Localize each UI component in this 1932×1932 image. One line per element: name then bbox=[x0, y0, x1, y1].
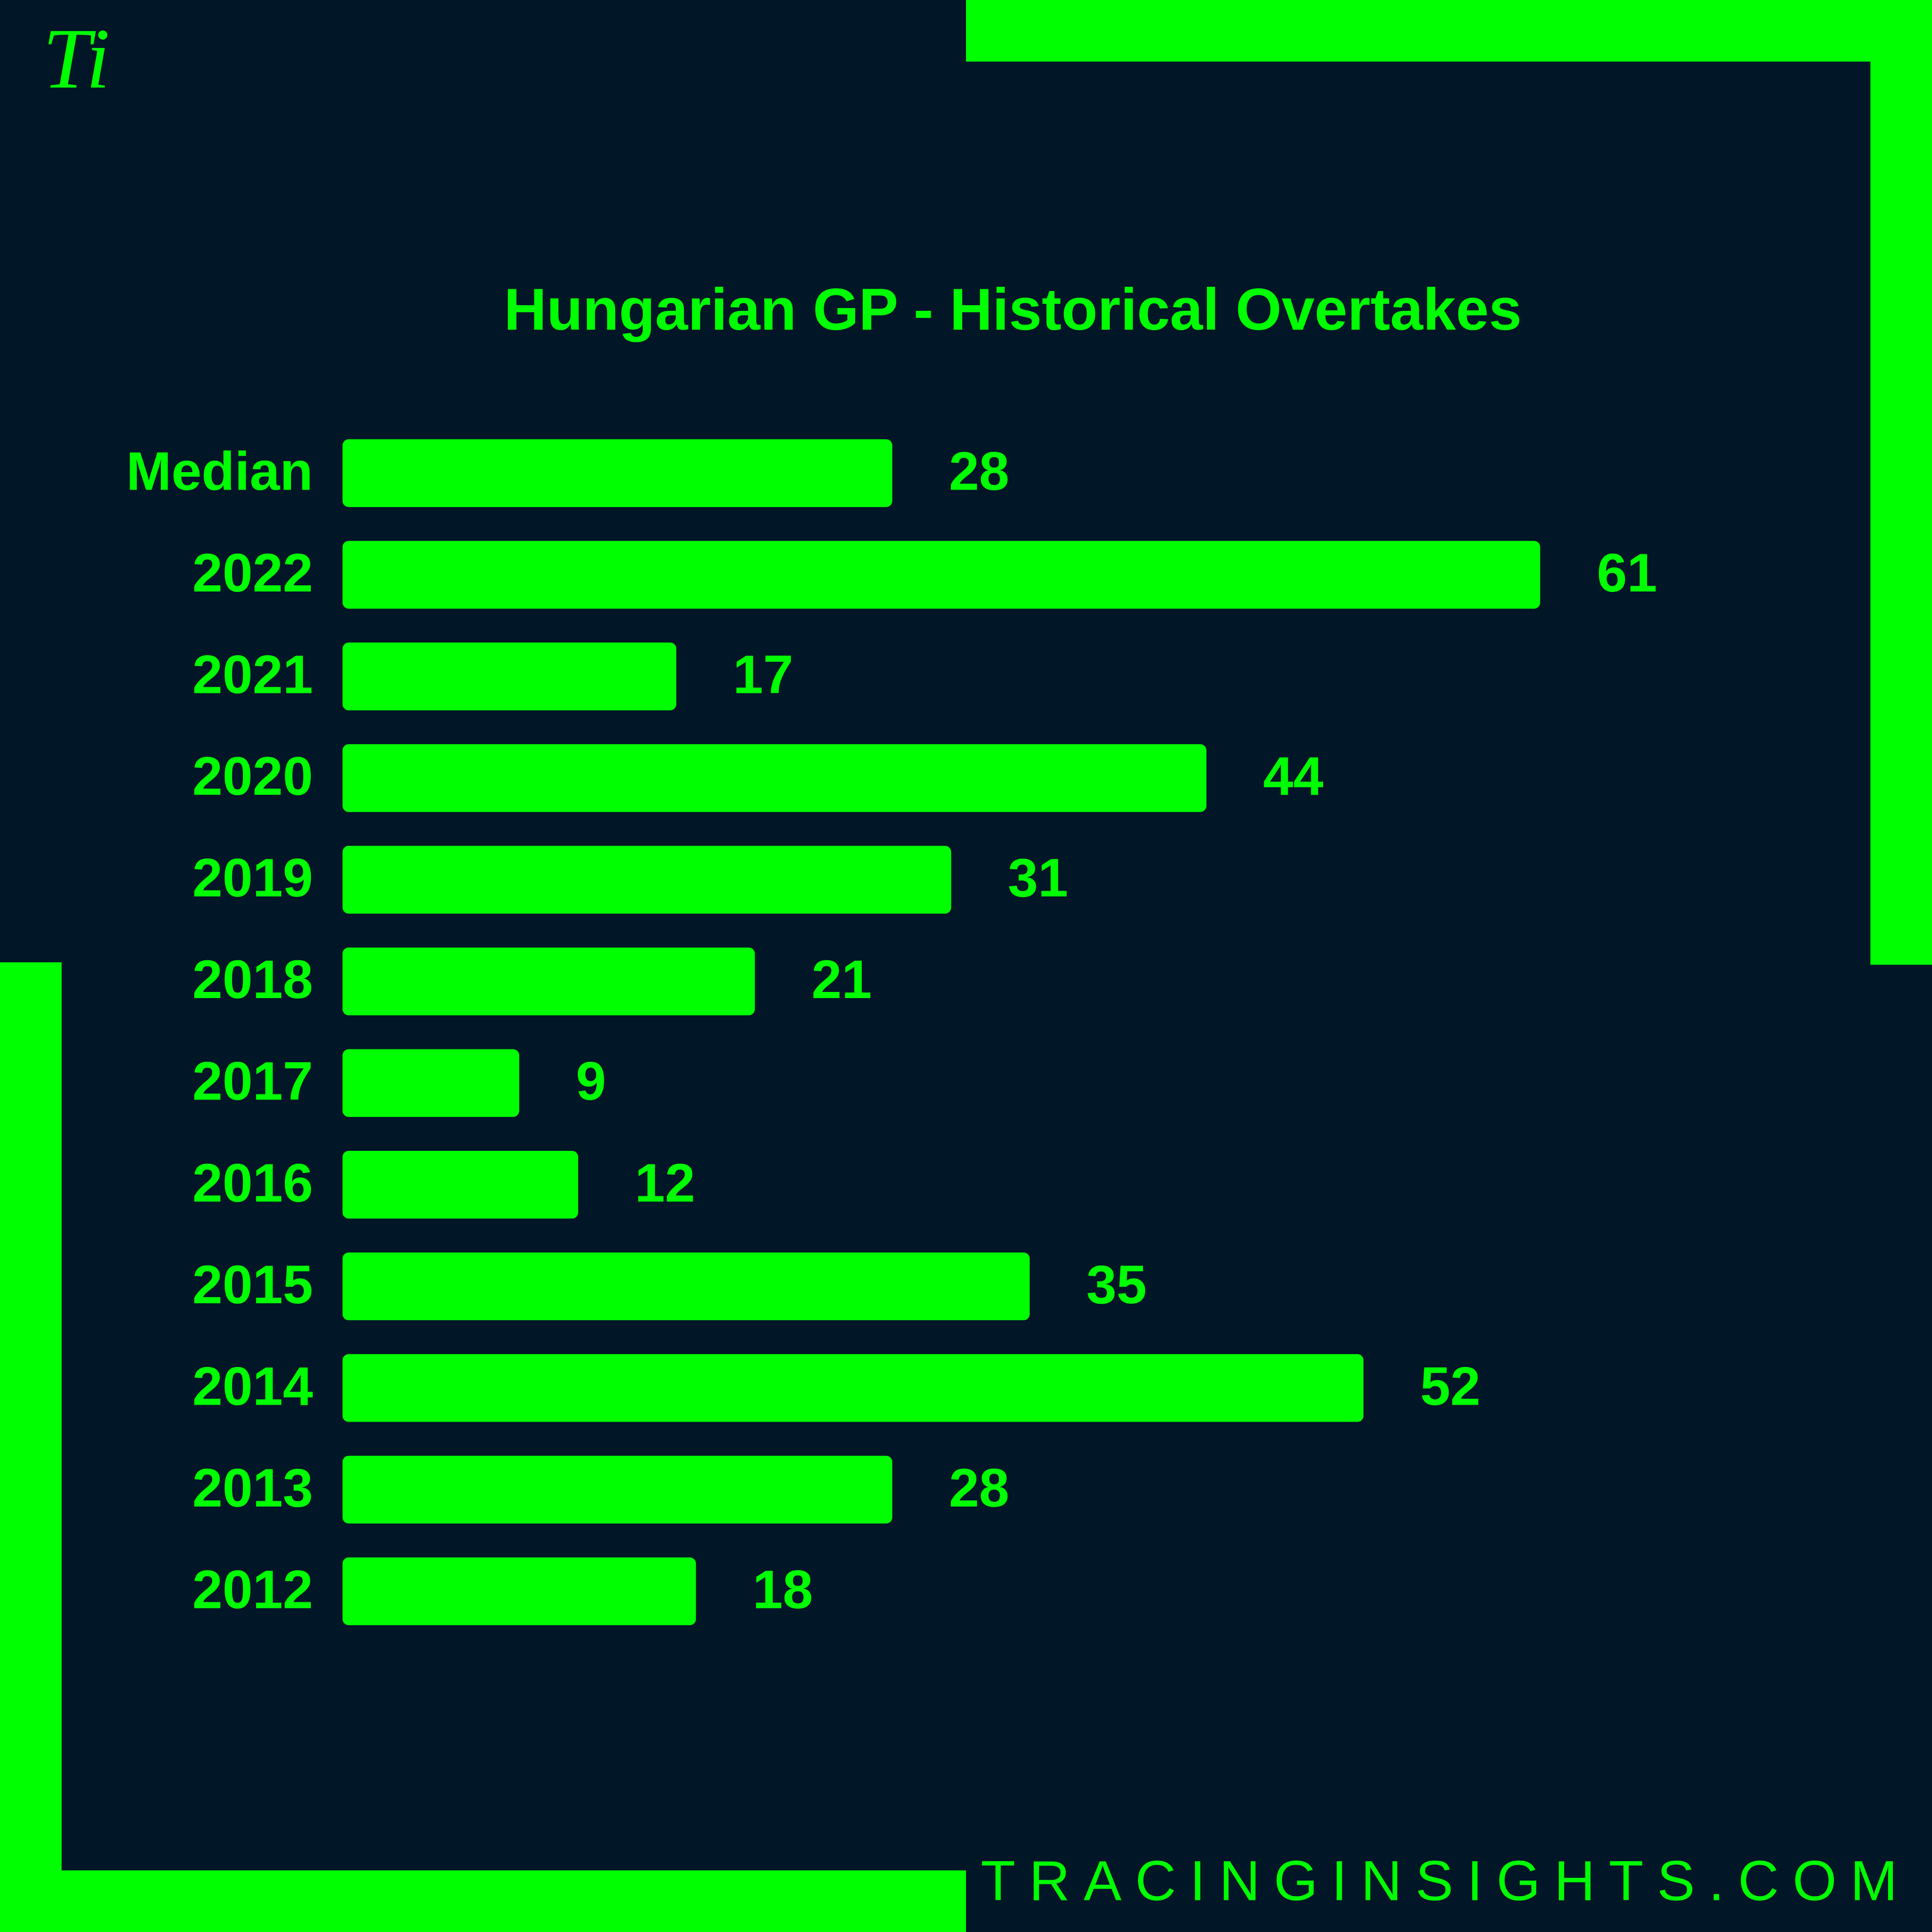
bar bbox=[342, 1252, 1030, 1321]
bar bbox=[342, 846, 951, 914]
y-tick-label: Median bbox=[126, 441, 313, 502]
bar bbox=[342, 947, 755, 1016]
y-tick-label: 2014 bbox=[192, 1356, 313, 1416]
value-label: 12 bbox=[635, 1153, 695, 1213]
bar bbox=[342, 1557, 696, 1625]
y-tick-label: 2018 bbox=[192, 949, 313, 1010]
value-label: 9 bbox=[576, 1051, 606, 1112]
y-tick-label: 2013 bbox=[192, 1458, 313, 1518]
y-tick-label: 2015 bbox=[192, 1255, 313, 1315]
y-tick-label: 2022 bbox=[192, 543, 313, 603]
y-tick-label: 2017 bbox=[192, 1051, 313, 1112]
value-label: 17 bbox=[733, 645, 793, 705]
bar bbox=[342, 541, 1541, 609]
y-tick-label: 2019 bbox=[192, 848, 313, 908]
value-label: 44 bbox=[1263, 746, 1324, 807]
chart-title: Hungarian GP - Historical Overtakes bbox=[504, 276, 1522, 342]
value-label: 28 bbox=[949, 1458, 1009, 1518]
frame-left bbox=[0, 962, 62, 1932]
value-label: 28 bbox=[949, 441, 1009, 502]
logo: Ti bbox=[43, 11, 110, 107]
value-label: 21 bbox=[811, 949, 872, 1010]
y-tick-label: 2021 bbox=[192, 645, 313, 705]
bar bbox=[342, 642, 676, 710]
frame-top bbox=[966, 0, 1932, 62]
y-tick-label: 2012 bbox=[192, 1559, 313, 1620]
frame-right bbox=[1870, 0, 1932, 965]
value-label: 61 bbox=[1597, 543, 1657, 603]
value-label: 18 bbox=[753, 1559, 813, 1620]
bar bbox=[342, 744, 1207, 812]
frame-bottom bbox=[0, 1870, 966, 1932]
value-label: 31 bbox=[1008, 848, 1068, 908]
y-tick-label: 2016 bbox=[192, 1153, 313, 1213]
bar bbox=[342, 1049, 519, 1117]
bar bbox=[342, 1150, 578, 1219]
footer: TRACINGINSIGHTS.COM bbox=[981, 1849, 1898, 1912]
bar bbox=[342, 1354, 1364, 1422]
bar bbox=[342, 1456, 892, 1524]
value-label: 52 bbox=[1420, 1356, 1481, 1416]
y-tick-label: 2020 bbox=[192, 746, 313, 807]
value-label: 35 bbox=[1086, 1255, 1147, 1315]
bar bbox=[342, 439, 892, 507]
